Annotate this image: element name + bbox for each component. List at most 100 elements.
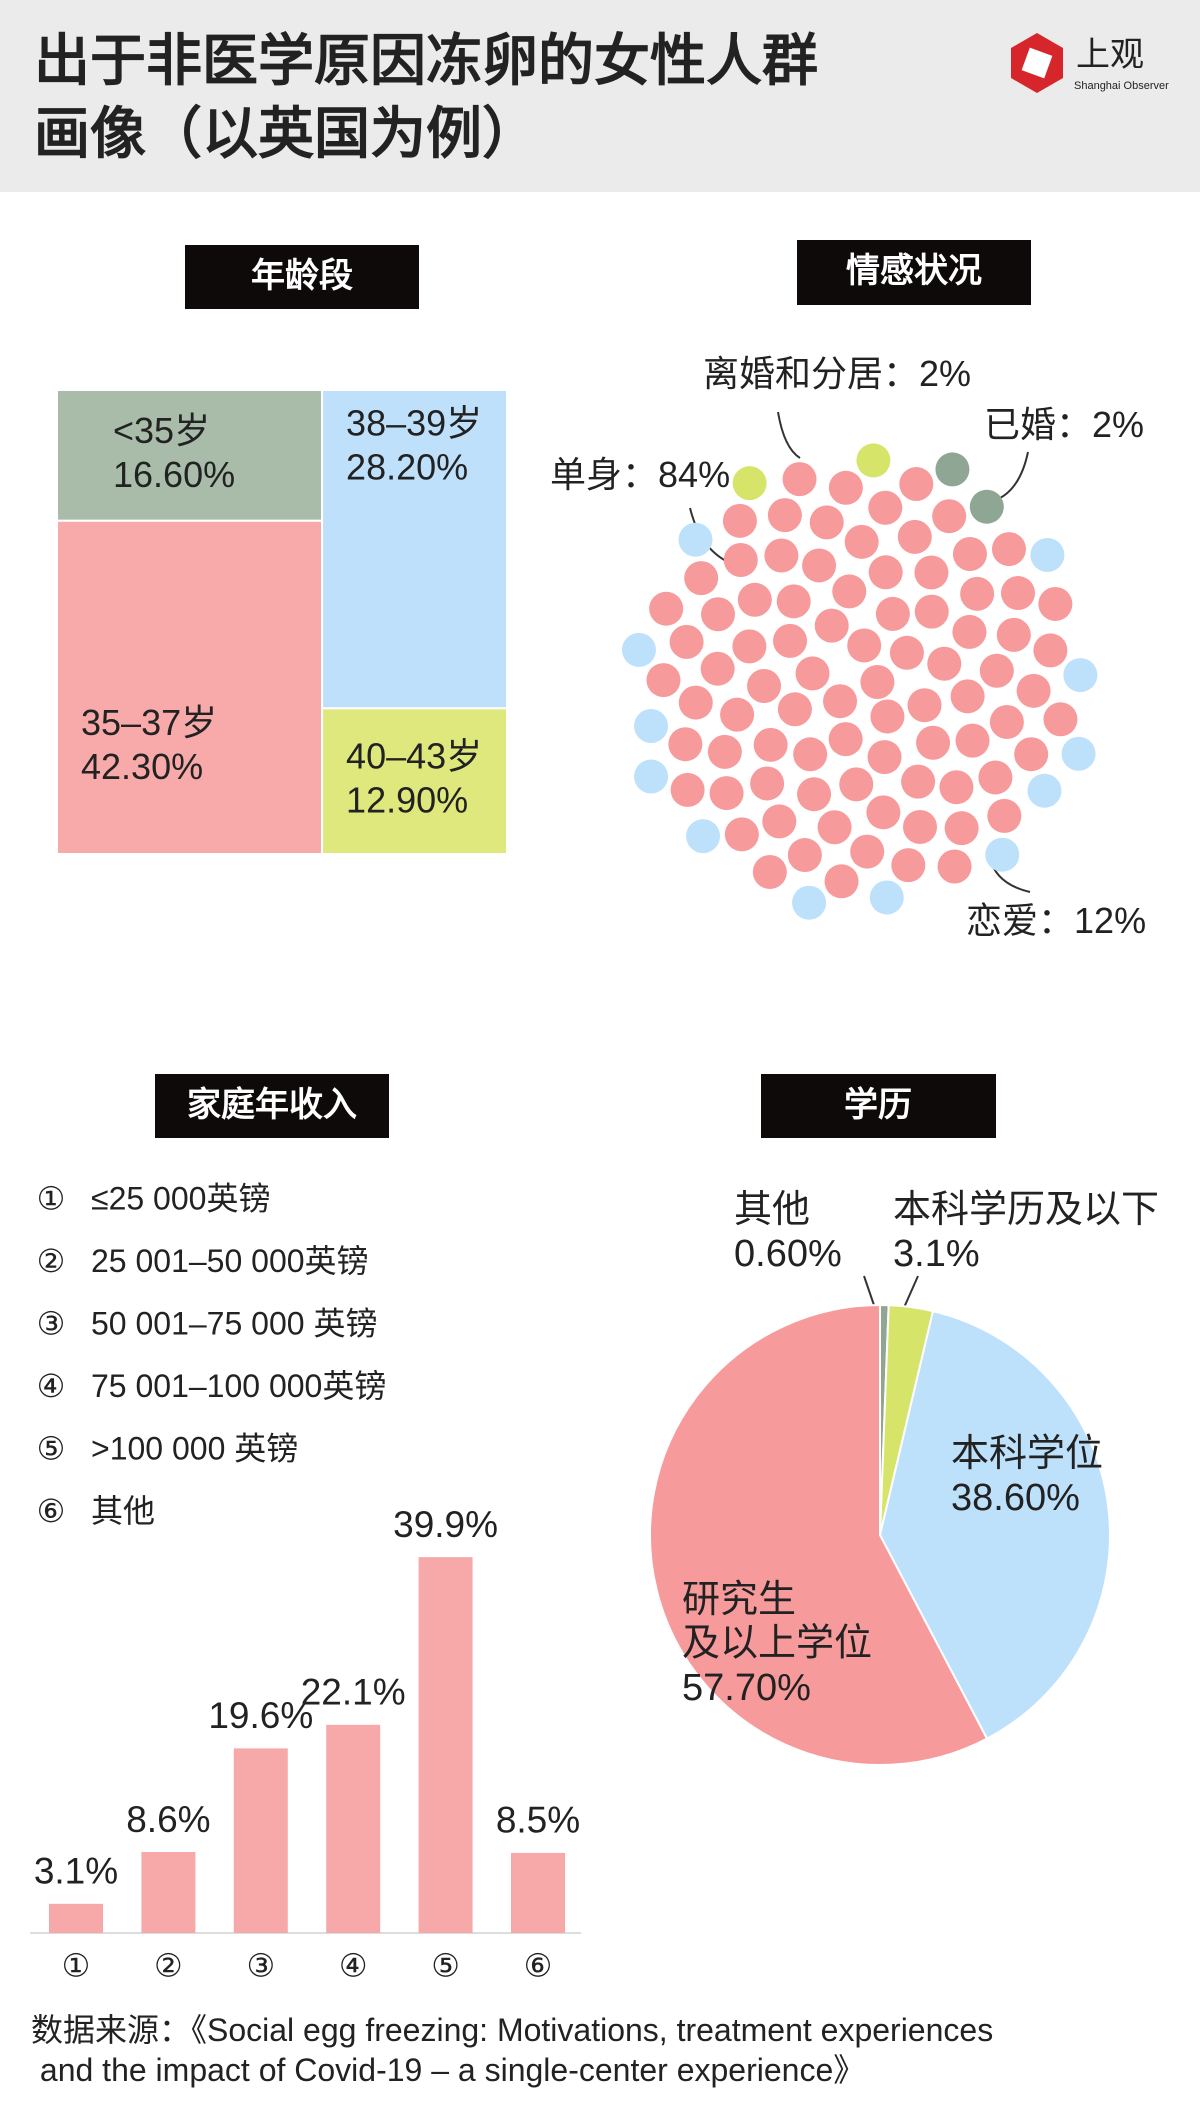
dot: [939, 770, 974, 805]
dot-label: 恋爱：12%: [966, 900, 1146, 941]
dot: [1061, 736, 1096, 771]
dot: [762, 804, 797, 839]
header-bg: [0, 0, 1200, 192]
label-part: 84%: [658, 454, 730, 495]
dot: [903, 809, 938, 844]
legend-text: 50 001–75 000 英镑: [91, 1305, 377, 1341]
bar: [49, 1903, 103, 1933]
x-tick-label: ⑤: [431, 1947, 460, 1983]
cell-value-label: 28.20%: [346, 447, 468, 488]
dot: [868, 490, 903, 525]
dot: [732, 466, 767, 501]
dot: [850, 834, 885, 869]
bar-value-label: 8.5%: [496, 1800, 580, 1841]
logo-name: 上观: [1076, 36, 1144, 74]
label-part: ：: [1056, 404, 1092, 445]
legend-text: 其他: [91, 1493, 155, 1529]
slice-value-label: 0.60%: [734, 1233, 842, 1275]
slice-value-label: 57.70%: [682, 1667, 811, 1709]
dot: [809, 505, 844, 540]
dot: [979, 653, 1014, 688]
dot: [678, 522, 713, 557]
x-tick-label: ③: [246, 1947, 275, 1983]
logo-subtitle: Shanghai Observer: [1074, 80, 1169, 92]
legend-marker: ②: [37, 1243, 66, 1279]
dot: [767, 498, 802, 533]
dot: [839, 767, 874, 802]
dot: [793, 737, 828, 772]
dot: [914, 594, 949, 629]
slice-value-label: 3.1%: [893, 1233, 980, 1275]
label-part: ：: [883, 353, 919, 394]
dot: [701, 597, 736, 632]
dot: [720, 697, 755, 732]
cell-value-label: 16.60%: [113, 454, 235, 495]
dot-label: 已婚：2%: [984, 404, 1144, 445]
label-part: 单身: [550, 454, 622, 495]
legend-text: ≤25 000英镑: [91, 1180, 270, 1216]
label-part: 已婚: [984, 404, 1056, 445]
dot: [817, 810, 852, 845]
dot: [782, 462, 817, 497]
bar-value-label: 3.1%: [34, 1851, 118, 1892]
dot: [621, 632, 656, 667]
bar-value-label: 8.6%: [126, 1799, 210, 1840]
dot: [989, 704, 1024, 739]
dot: [847, 628, 882, 663]
label-part: 2%: [919, 353, 971, 394]
cell-label: <35岁: [113, 410, 210, 451]
dot: [707, 734, 742, 769]
cell-value-label: 42.30%: [81, 746, 203, 787]
dot: [669, 624, 704, 659]
source-note: 数据来源：《Social egg freezing: Motivations, …: [31, 2012, 993, 2088]
dot: [856, 443, 891, 478]
bar-value-label: 39.9%: [393, 1504, 498, 1545]
label-part: 离婚和分居: [703, 353, 883, 394]
legend-marker: ④: [37, 1368, 66, 1404]
pie-slice: [878, 1309, 1111, 1740]
dot: [828, 722, 863, 757]
legend-marker: ⑥: [37, 1493, 66, 1529]
dot: [1038, 586, 1073, 621]
dot: [952, 536, 987, 571]
dot-label: 单身：84%: [550, 454, 730, 495]
dot: [773, 623, 808, 658]
dot: [668, 727, 703, 762]
dot: [1027, 773, 1062, 808]
bar: [141, 1851, 196, 1933]
dot: [867, 740, 902, 775]
cell-value-label: 12.90%: [346, 780, 468, 821]
dot: [897, 519, 932, 554]
dot: [764, 538, 799, 573]
bar-value-label: 22.1%: [301, 1672, 406, 1713]
section-title: 学历: [844, 1085, 912, 1124]
dot: [814, 608, 849, 643]
slice-label: 研究生及以上学位: [682, 1579, 872, 1665]
dot: [684, 561, 719, 596]
section-title-bg: [185, 245, 419, 309]
slice-label: 本科学位: [951, 1433, 1103, 1475]
dot: [937, 849, 972, 884]
dot: [750, 766, 785, 801]
dot: [1043, 702, 1078, 737]
legend-text: 25 001–50 000英镑: [91, 1243, 369, 1279]
bar: [233, 1748, 288, 1933]
dot: [907, 688, 942, 723]
dot: [832, 574, 867, 609]
pie-slice: [649, 1303, 989, 1766]
dot: [797, 777, 832, 812]
label-part: ：: [1038, 900, 1074, 941]
treemap-cell: [321, 707, 508, 856]
dot: [824, 864, 859, 899]
dot: [914, 555, 949, 590]
dot: [752, 854, 787, 889]
dot: [737, 582, 772, 617]
x-tick-label: ④: [339, 1947, 368, 1983]
dot: [753, 727, 788, 762]
label-part: 恋爱: [966, 900, 1038, 941]
dot: [899, 467, 934, 502]
dot: [860, 665, 895, 699]
dot: [732, 629, 767, 664]
section-title-bg: [797, 240, 1031, 305]
legend-text: 75 001–100 000英镑: [91, 1368, 386, 1404]
